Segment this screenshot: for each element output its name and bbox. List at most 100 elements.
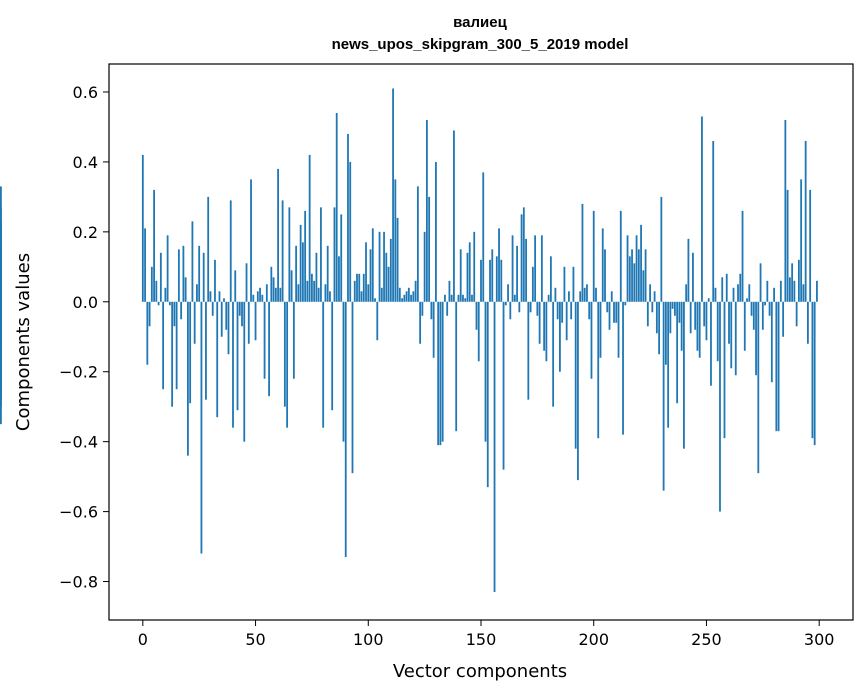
y-axis: −0.8 −0.6 −0.4 −0.2 0.0 0.2 0.4 0.6 <box>59 83 109 592</box>
x-tick-label: 300 <box>804 630 835 649</box>
bar <box>610 291 613 302</box>
bar <box>484 301 487 442</box>
bar <box>725 273 728 302</box>
bar <box>259 287 261 302</box>
bar <box>227 301 230 355</box>
bar <box>353 280 356 302</box>
bar <box>198 245 201 302</box>
bar <box>561 301 564 323</box>
bar <box>779 280 782 302</box>
bar <box>301 242 304 302</box>
bar <box>283 301 286 407</box>
bar <box>331 301 334 411</box>
bar <box>428 196 431 302</box>
bar <box>207 196 210 302</box>
bar <box>703 301 706 327</box>
bar <box>171 301 174 407</box>
bar <box>604 249 606 302</box>
bar <box>615 301 618 323</box>
bar <box>419 301 422 344</box>
bar <box>209 291 212 302</box>
bar <box>396 217 399 302</box>
bar <box>475 301 478 330</box>
bar <box>374 298 376 302</box>
bar <box>689 301 692 334</box>
bar <box>403 294 406 302</box>
bar <box>480 259 482 302</box>
bar <box>813 301 816 446</box>
bar <box>157 301 160 306</box>
bar <box>387 266 390 302</box>
bar <box>637 249 640 302</box>
bar <box>347 133 349 302</box>
bar <box>383 231 385 302</box>
bar <box>619 210 622 302</box>
bar <box>401 298 403 302</box>
bar <box>416 186 419 302</box>
y-tick-label: −0.6 <box>59 503 98 522</box>
bar <box>761 301 764 330</box>
bar <box>168 301 171 306</box>
bar <box>243 301 246 442</box>
bar <box>200 301 203 554</box>
bar <box>606 301 609 313</box>
bar <box>444 294 446 302</box>
bar <box>658 301 661 355</box>
bar <box>245 263 248 302</box>
bar <box>748 284 751 302</box>
bar <box>189 301 192 404</box>
bar <box>624 301 627 306</box>
bar <box>173 301 176 327</box>
y-tick-label: 0.4 <box>73 153 98 172</box>
bar <box>265 284 268 302</box>
bar <box>342 301 345 442</box>
bar <box>608 301 611 330</box>
bar <box>525 238 527 302</box>
bar <box>750 301 753 316</box>
bar <box>579 291 582 302</box>
bar <box>732 287 735 302</box>
bar <box>308 154 311 302</box>
bar <box>236 301 239 411</box>
bar <box>577 301 579 481</box>
bar <box>581 203 584 302</box>
bar <box>673 301 676 316</box>
bar <box>644 249 647 302</box>
bar <box>247 301 250 344</box>
bar <box>146 301 149 365</box>
bar <box>568 291 570 302</box>
bar <box>272 277 275 302</box>
bar <box>437 301 440 446</box>
bar <box>680 301 683 351</box>
bar <box>432 301 435 358</box>
bar <box>349 161 352 302</box>
bar <box>405 291 408 302</box>
bar <box>439 301 442 446</box>
bar <box>286 301 289 428</box>
bar <box>633 263 636 302</box>
bar <box>509 301 512 320</box>
bar <box>482 172 485 302</box>
bar <box>362 273 365 302</box>
bar <box>721 277 724 302</box>
bar <box>649 284 651 302</box>
bar <box>741 210 744 302</box>
bar <box>728 301 730 344</box>
bar <box>640 224 642 302</box>
bar <box>797 259 800 302</box>
bar <box>595 287 597 302</box>
bar <box>531 266 534 302</box>
chart-title: валиец <box>453 14 507 31</box>
bar <box>394 179 397 302</box>
bar <box>148 301 151 327</box>
bar <box>574 301 577 449</box>
bar <box>628 256 631 302</box>
bar <box>414 280 417 302</box>
bar <box>304 210 307 302</box>
bar <box>365 242 367 302</box>
bar <box>311 273 313 302</box>
bar <box>299 224 302 302</box>
bar <box>153 189 155 302</box>
bar <box>425 119 428 302</box>
